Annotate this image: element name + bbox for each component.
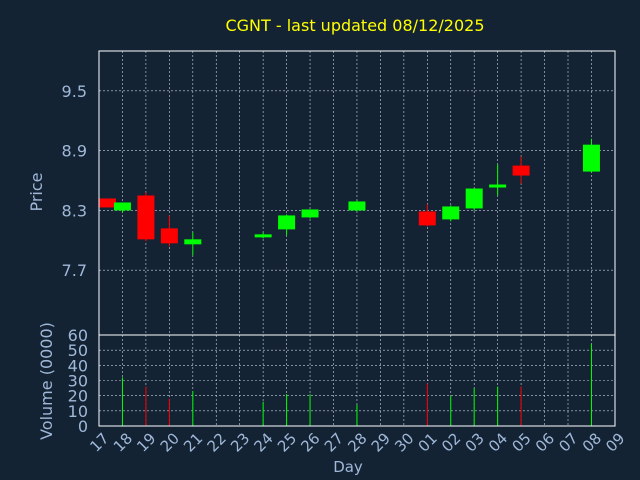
x-tick-label: 18 <box>110 429 136 455</box>
x-tick-label: 19 <box>133 429 159 455</box>
price-tick-labels: 7.7 8.3 8.9 9.5 <box>62 82 87 280</box>
x-tick-label: 22 <box>204 429 230 455</box>
candle-body <box>254 234 272 238</box>
x-tick-label: 05 <box>508 429 534 455</box>
price-tick-label: 9.5 <box>62 82 87 101</box>
x-tick-label: 03 <box>462 429 488 455</box>
candle-body <box>489 184 507 188</box>
volume-tick-label: 10 <box>68 402 88 421</box>
x-tick-label: 06 <box>532 429 558 455</box>
candle-body <box>582 144 600 172</box>
x-tick-label: 07 <box>555 429 581 455</box>
x-tick-label: 28 <box>344 429 370 455</box>
candle-body <box>137 195 155 240</box>
candle-body <box>99 198 116 208</box>
x-tick-label: 08 <box>579 429 605 455</box>
candle-body <box>465 188 483 209</box>
volume-tick-label: 50 <box>68 341 88 360</box>
candle-body <box>442 206 460 220</box>
candle-body <box>348 201 366 211</box>
x-tick-label: 29 <box>368 429 394 455</box>
x-tick-label: 26 <box>297 429 323 455</box>
candle-body <box>301 209 319 218</box>
volume-panel-frame <box>98 334 616 427</box>
x-tick-label: 23 <box>227 429 253 455</box>
x-tick-label: 20 <box>157 429 183 455</box>
x-tick-label: 17 <box>86 429 112 455</box>
candle-body <box>160 228 178 244</box>
price-tick-label: 8.3 <box>62 201 87 220</box>
candle-body <box>418 211 436 226</box>
volume-tick-label: 20 <box>68 387 88 406</box>
volume-bars <box>121 344 592 426</box>
x-tick-label: 04 <box>485 429 511 455</box>
price-axis-label: Price <box>27 172 46 211</box>
volume-tick-label: 30 <box>68 372 88 391</box>
volume-tick-label: 0 <box>78 417 88 436</box>
x-tick-label: 09 <box>602 429 628 455</box>
price-grid <box>99 51 615 335</box>
chart-title: CGNT - last updated 08/12/2025 <box>225 16 484 35</box>
x-axis-label: Day <box>333 458 363 476</box>
volume-tick-label: 40 <box>68 356 88 375</box>
x-tick-label: 24 <box>250 429 276 455</box>
x-tick-label: 01 <box>415 429 441 455</box>
candle-body <box>512 165 530 176</box>
x-tick-label: 21 <box>180 429 206 455</box>
candle-body <box>113 202 131 211</box>
volume-tick-label: 60 <box>68 326 88 345</box>
price-tick-label: 8.9 <box>62 142 87 161</box>
x-tick-label: 27 <box>321 429 347 455</box>
volume-axis-label: Volume (0000) <box>37 322 56 440</box>
candle-body <box>184 239 202 245</box>
candlesticks <box>99 138 600 256</box>
x-tick-label: 02 <box>438 429 464 455</box>
candle-body <box>278 215 296 230</box>
price-tick-label: 7.7 <box>62 261 87 280</box>
x-tick-label: 25 <box>274 429 300 455</box>
x-tick-labels: 1718192021222324252627282930010203040506… <box>86 429 628 455</box>
x-tick-label: 30 <box>391 429 417 455</box>
